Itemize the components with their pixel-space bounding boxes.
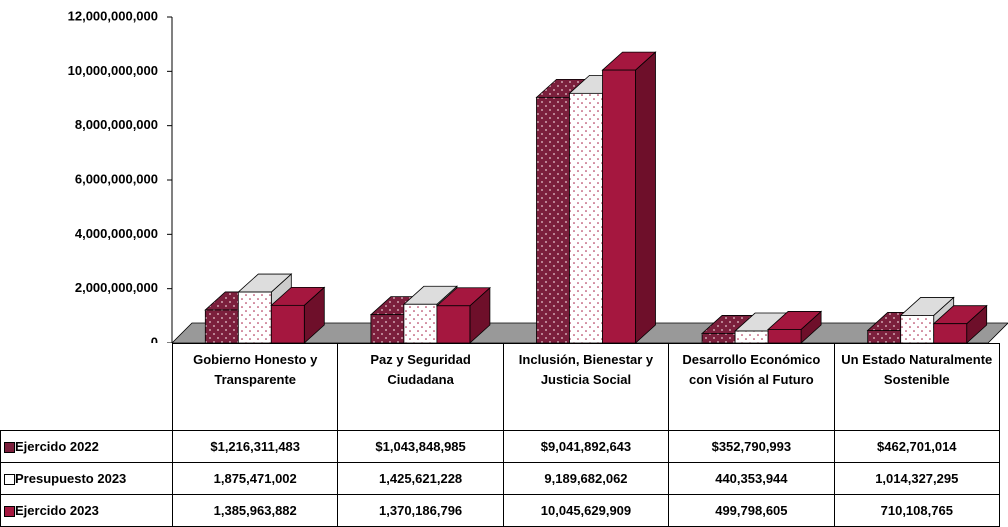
bar: [436, 305, 471, 343]
bar: [204, 309, 239, 343]
category-label: Inclusión, Bienestar y Justicia Social: [502, 343, 670, 431]
corner: [0, 343, 173, 431]
value-cell: 1,014,327,295: [833, 462, 1001, 495]
bar: [536, 96, 570, 343]
series-cell: Presupuesto 2023: [0, 462, 173, 495]
series-cell: Ejercido 2023: [0, 494, 173, 527]
legend-label: Presupuesto 2023: [15, 471, 127, 486]
value-cell: 710,108,765: [833, 494, 1001, 527]
legend-label: Ejercido 2022: [15, 439, 99, 454]
bar: [403, 303, 438, 343]
category-label: Un Estado Naturalmente Sostenible: [833, 343, 1001, 431]
bar: [370, 314, 405, 343]
bar: [933, 323, 968, 343]
bar: [900, 315, 935, 343]
category-label: Gobierno Honesto y Transparente: [171, 343, 339, 431]
legend-swatch: [4, 442, 15, 453]
bar: [767, 329, 802, 343]
value-cell: 10,045,629,909: [502, 494, 670, 527]
table-row: Ejercido 2022 $1,216,311,483 $1,043,848,98…: [0, 430, 1001, 463]
value-cell: 9,189,682,062: [502, 462, 670, 495]
bar-side: [635, 51, 656, 343]
value-cell: $1,043,848,985: [337, 430, 504, 463]
table-row: Presupuesto 2023 1,875,471,002 1,425,621,2…: [0, 462, 1001, 495]
value-cell: 1,875,471,002: [171, 462, 339, 495]
y-tick-label: 12,000,000,000: [68, 8, 158, 23]
bar: [701, 333, 736, 343]
data-table: Gobierno Honesto y Transparente Paz y Seg…: [0, 343, 1001, 527]
value-cell: 499,798,605: [668, 494, 835, 527]
series-cell: Ejercido 2022: [0, 430, 173, 463]
value-cell: $462,701,014: [833, 430, 1001, 463]
category-label: Desarrollo Económico con Visión al Futur…: [668, 343, 835, 431]
value-cell: $9,041,892,643: [502, 430, 670, 463]
value-cell: 1,370,186,796: [337, 494, 504, 527]
value-cell: 1,385,963,882: [171, 494, 339, 527]
value-cell: 440,353,944: [668, 462, 835, 495]
value-cell: 1,425,621,228: [337, 462, 504, 495]
table-row: Ejercido 2023 1,385,963,882 1,370,186,796 1…: [0, 494, 1001, 527]
y-tick-label: 4,000,000,000: [75, 226, 158, 241]
y-tick-label: 10,000,000,000: [68, 63, 158, 78]
bar: [237, 291, 272, 343]
y-tick-label: 6,000,000,000: [75, 171, 158, 186]
y-tick-label: 0: [151, 334, 158, 343]
value-cell: $352,790,993: [668, 430, 835, 463]
category-label: Paz y Seguridad Ciudadana: [337, 343, 504, 431]
bar: [867, 330, 902, 343]
bar: [270, 304, 305, 343]
y-tick-label: 2,000,000,000: [75, 280, 158, 295]
bar: [602, 69, 636, 343]
chart: 0 2,000,000,000 4,000,000,000 6,000,000,000…: [68, 8, 1008, 343]
legend-swatch: [4, 506, 15, 517]
legend-swatch: [4, 474, 15, 485]
value-cell: $1,216,311,483: [171, 430, 339, 463]
bar: [569, 92, 603, 343]
legend-label: Ejercido 2023: [15, 503, 99, 518]
y-tick-label: 8,000,000,000: [75, 117, 158, 132]
bar: [734, 330, 769, 343]
